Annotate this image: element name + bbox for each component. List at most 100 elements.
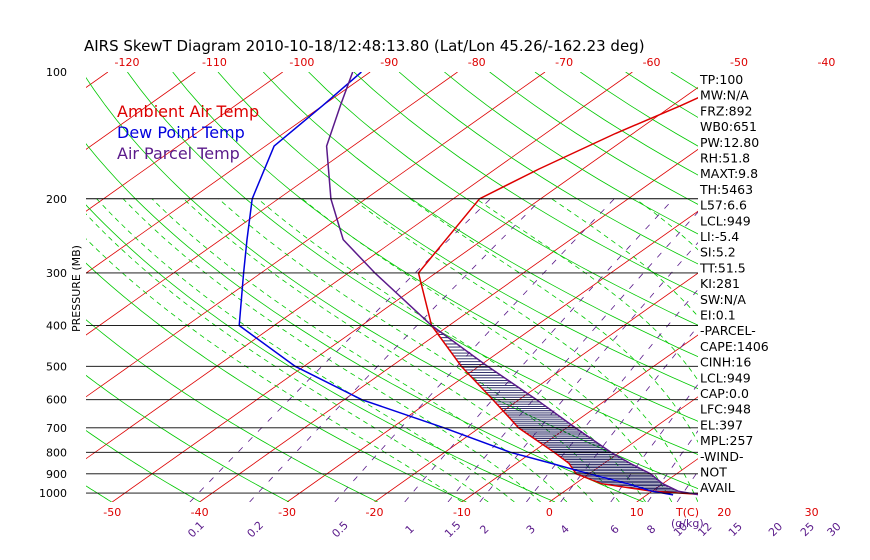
isotherm-line [86,72,458,336]
mixing-ratio-line [647,430,698,502]
isotherm-line [111,86,698,502]
pressure-tick-label: 800 [46,446,67,459]
top-temperature-axis: -120 -110 -100 -90 -80 -70 -60 -50 -40 [115,56,836,69]
bottom-temp-tick-label: -30 [278,506,296,519]
index-entry: EL:397 [700,417,743,432]
pressure-tick-label: 300 [46,267,67,280]
dry-adiabat-line [86,262,467,502]
bottom-temp-tick-label: -10 [453,506,471,519]
index-entry: LFC:948 [700,402,751,417]
dry-adiabat-line [398,72,698,265]
legend: Ambient Air Temp Dew Point Temp Air Parc… [117,102,259,163]
moist-adiabat-line [122,198,541,502]
sounding-series [238,72,698,496]
isotherms [0,72,698,502]
dry-adiabat-line [127,72,698,455]
top-temp-tick-label: -40 [817,56,835,69]
dry-adiabat-line [86,485,112,502]
dry-adiabat-line [263,72,698,358]
top-temp-tick-label: -90 [380,56,398,69]
pressure-tick-label: 100 [46,66,67,79]
mixing-ratio-line [404,198,674,502]
pressure-tick-label: 400 [46,320,67,333]
index-entry: RH:51.8 [700,151,750,166]
index-entry: LCL:949 [700,370,751,385]
dry-adiabat-line [172,72,698,422]
mixing-ratio-tick-label: 6 [608,522,622,536]
chart-title: AIRS SkewT Diagram 2010-10-18/12:48:13.8… [84,37,645,55]
dry-adiabat-line [86,430,201,502]
bottom-temp-tick-label: 30 [805,506,819,519]
index-entry: TT:51.5 [699,260,746,275]
pressure-axis-label: PRESSURE (MB) [70,245,83,332]
mixing-ratio-unit-label: (g/kg) [671,517,704,530]
dry-adiabats [86,72,870,502]
mixing-ratio-line [676,470,698,502]
isotherm-line [86,72,546,398]
index-entry: CAPE:1406 [700,339,769,354]
isotherm-line [286,210,698,502]
index-entry: MPL:257 [700,433,753,448]
mixing-ratio-line [832,199,870,502]
mixing-ratio-line [447,211,698,502]
index-entry: WB0:651 [700,119,757,134]
pressure-tick-label: 900 [46,468,67,481]
dry-adiabat-line [86,319,378,502]
dry-adiabat-line [217,72,698,390]
index-entry: -WIND- [700,449,744,464]
isotherm-line [549,396,698,502]
mixing-ratio-tick-label: 20 [766,520,785,539]
pressure-tick-label: 200 [46,193,67,206]
mixing-ratio-line [249,198,542,502]
isobars [86,198,698,494]
index-entry: TP:100 [699,72,743,87]
mixing-ratio-tick-label: 1.5 [442,519,464,541]
moist-adiabat-line [86,213,489,502]
index-entry: CINH:16 [700,355,751,370]
dry-adiabat-line [489,72,698,205]
mixing-ratio-line [526,288,698,502]
index-entry: PW:12.80 [700,135,759,150]
bottom-temp-tick-label: 20 [717,506,731,519]
isotherm-line [86,72,633,460]
index-entry: KI:281 [700,276,740,291]
moist-adiabat-line [151,198,568,502]
dry-adiabat-line [86,143,644,502]
mixing-ratio-tick-label: 40 [867,520,870,539]
index-entry: FRZ:892 [700,103,753,118]
index-entry: CAP:0.0 [700,386,749,401]
isotherm-line [0,72,20,502]
dry-adiabat-line [761,72,870,502]
mixing-ratio-tick-label: 4 [558,522,572,536]
bottom-temp-tick-label: -40 [191,506,209,519]
index-entry: L57:6.6 [700,198,747,213]
moist-adiabats [86,198,856,502]
mixing-ratio-tick-label: 0.1 [185,519,207,541]
mixing-ratio-line [773,199,870,502]
isotherm-line [86,72,109,88]
mixing-ratio-line [334,198,615,502]
temperature-unit-label: T(C) [675,506,699,519]
moist-adiabat-line [803,199,856,502]
isotherm-line [461,334,698,502]
mixing-ratio-line [479,241,698,502]
bottom-temp-tick-label: -20 [366,506,384,519]
pressure-axis: 100 200 300 400 500 600 700 800 900 1000 [39,66,67,500]
index-entry: SI:5.2 [700,245,736,260]
index-entry: SW:N/A [700,292,746,307]
legend-dew-point-temp: Dew Point Temp [117,123,245,142]
index-entry: MAXT:9.8 [700,166,758,181]
isotherm-line [86,72,196,150]
moist-adiabat-line [183,198,594,502]
isotherm-line [86,72,371,274]
isotherm-line [199,148,698,502]
mixing-ratio-tick-label: 2 [477,522,491,536]
bottom-temp-tick-label: 10 [630,506,644,519]
moist-adiabat-line [96,198,515,502]
top-temp-tick-label: -70 [555,56,573,69]
legend-ambient-air-temp: Ambient Air Temp [117,102,259,121]
mixing-ratio-tick-label: 25 [798,520,817,539]
mixing-ratio-tick-label: 3 [524,522,538,536]
legend-air-parcel-temp: Air Parcel Temp [117,144,240,163]
index-entry: EI:0.1 [700,308,736,323]
